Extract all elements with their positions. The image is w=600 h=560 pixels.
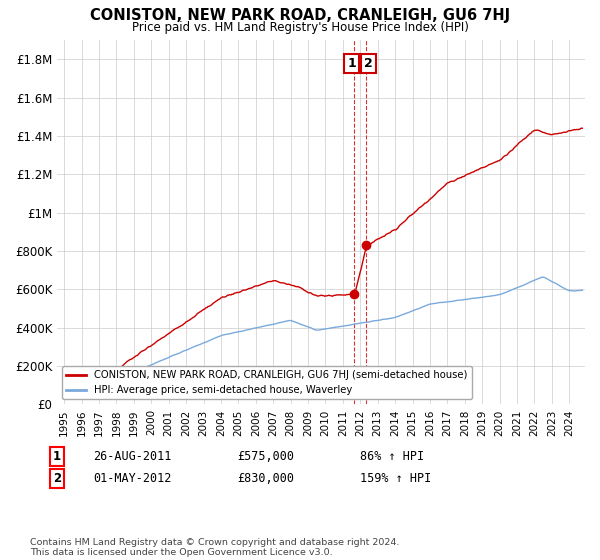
Text: 1: 1 — [53, 450, 61, 463]
Text: CONISTON, NEW PARK ROAD, CRANLEIGH, GU6 7HJ: CONISTON, NEW PARK ROAD, CRANLEIGH, GU6 … — [90, 8, 510, 24]
Text: 2: 2 — [53, 472, 61, 486]
Text: 26-AUG-2011: 26-AUG-2011 — [93, 450, 172, 463]
Text: 1: 1 — [347, 57, 356, 69]
Text: 159% ↑ HPI: 159% ↑ HPI — [360, 472, 431, 486]
Text: 2: 2 — [364, 57, 373, 69]
Text: £830,000: £830,000 — [237, 472, 294, 486]
Text: 01-MAY-2012: 01-MAY-2012 — [93, 472, 172, 486]
Text: £575,000: £575,000 — [237, 450, 294, 463]
Text: Price paid vs. HM Land Registry's House Price Index (HPI): Price paid vs. HM Land Registry's House … — [131, 21, 469, 34]
Legend: CONISTON, NEW PARK ROAD, CRANLEIGH, GU6 7HJ (semi-detached house), HPI: Average : CONISTON, NEW PARK ROAD, CRANLEIGH, GU6 … — [62, 366, 472, 399]
Text: 86% ↑ HPI: 86% ↑ HPI — [360, 450, 424, 463]
Text: Contains HM Land Registry data © Crown copyright and database right 2024.
This d: Contains HM Land Registry data © Crown c… — [30, 538, 400, 557]
